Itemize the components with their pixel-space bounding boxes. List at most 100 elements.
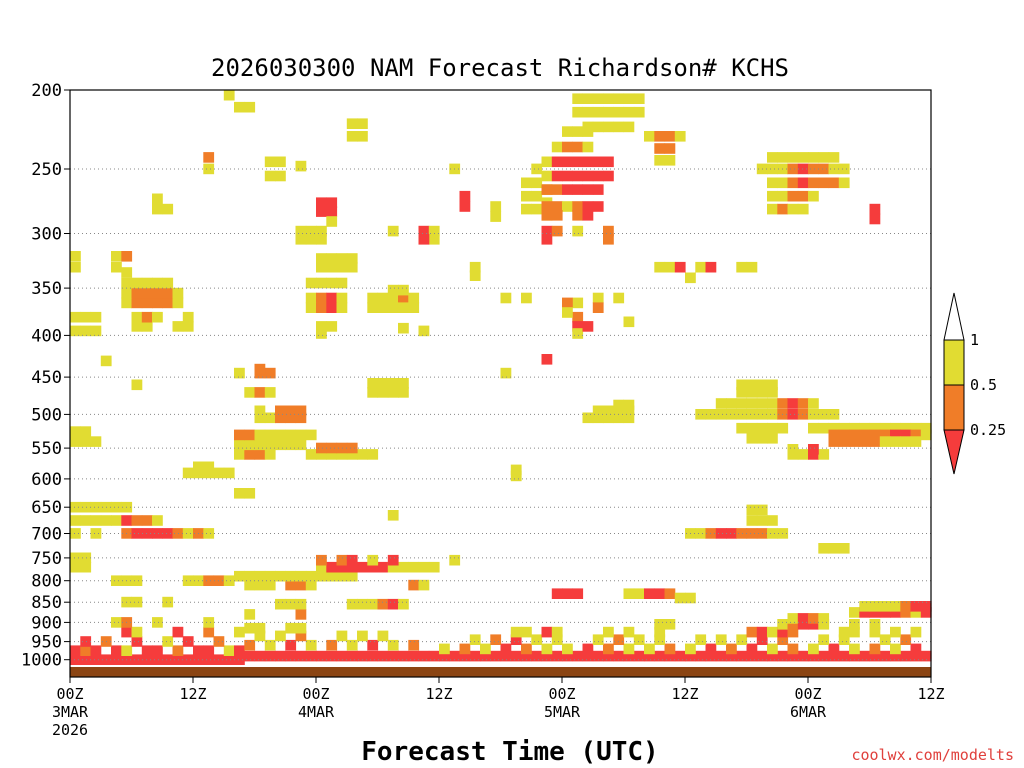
ri-cell <box>275 156 286 168</box>
ri-cell <box>141 277 153 289</box>
ri-cell <box>336 570 348 582</box>
ri-cell <box>408 302 420 313</box>
ri-cell <box>613 405 625 417</box>
ri-cell <box>541 650 553 662</box>
ri-cell <box>213 467 225 479</box>
ri-cell <box>387 554 399 566</box>
ri-cell <box>818 152 830 163</box>
ri-cell <box>70 436 81 447</box>
ri-cell <box>152 311 163 323</box>
ri-cell <box>459 643 471 655</box>
ri-cell <box>398 322 409 334</box>
ri-cell <box>592 201 604 212</box>
ri-cell <box>521 203 532 215</box>
ri-cell <box>121 267 133 278</box>
ri-cell <box>182 467 194 479</box>
ri-cell <box>80 654 92 665</box>
ri-cell <box>654 261 666 273</box>
ri-cell <box>131 528 143 539</box>
ri-cell <box>469 261 481 273</box>
ri-cell <box>70 654 81 665</box>
ri-cell <box>387 302 399 313</box>
ri-cell <box>428 234 440 245</box>
ri-cell <box>787 444 799 455</box>
ri-cell <box>695 528 707 539</box>
ri-cell <box>592 634 604 645</box>
legend-label-0.5: 0.5 <box>970 376 997 394</box>
ri-cell <box>582 650 594 662</box>
ri-cell <box>418 325 430 337</box>
ri-cell <box>890 601 901 612</box>
ri-cell <box>920 650 932 662</box>
ri-cell <box>295 225 307 237</box>
ri-cell <box>326 650 338 662</box>
ri-cell <box>316 225 327 237</box>
ri-cell <box>316 234 327 245</box>
ri-cell <box>387 510 399 521</box>
ri-cell <box>808 177 819 189</box>
ri-cell <box>767 379 778 391</box>
ri-cell <box>664 131 676 142</box>
ri-cell <box>121 277 133 289</box>
x-tick-label: 2026 <box>52 721 88 739</box>
ri-cell <box>80 561 92 573</box>
ri-cell <box>562 643 573 655</box>
ri-cell <box>357 131 368 142</box>
ri-cell <box>90 515 102 526</box>
ri-cell <box>275 598 286 610</box>
x-tick-label: 12Z <box>671 685 698 703</box>
ri-cell <box>500 367 512 379</box>
ri-cell <box>767 515 778 526</box>
ri-cell <box>838 429 850 441</box>
ri-cell <box>910 607 922 618</box>
ri-cell <box>777 626 789 638</box>
ri-cell <box>541 201 553 212</box>
ri-cell <box>613 93 625 104</box>
ri-cell <box>777 203 789 215</box>
ri-cell <box>357 449 368 460</box>
ri-cell <box>244 429 256 441</box>
ri-cell <box>818 634 830 645</box>
ri-cell <box>285 439 297 451</box>
credit-link[interactable]: coolwx.com/modelts <box>851 746 1014 764</box>
ri-cell <box>510 470 522 482</box>
ri-cell <box>900 429 912 441</box>
ri-cell <box>603 234 614 245</box>
ri-cell <box>613 634 625 645</box>
ri-cell <box>818 163 830 175</box>
ri-cell <box>838 626 850 638</box>
ri-cell <box>275 170 286 182</box>
ri-cell <box>193 461 204 473</box>
ri-cell <box>879 634 891 645</box>
ri-cell <box>582 321 594 332</box>
ri-cell <box>152 645 163 656</box>
ri-cell <box>582 156 594 168</box>
ri-cell <box>623 399 635 411</box>
ri-cell <box>572 93 584 104</box>
ri-cell <box>469 270 481 281</box>
ri-cell <box>838 177 850 189</box>
ri-cell <box>367 378 379 389</box>
ri-cell <box>121 515 133 526</box>
ri-cell <box>797 190 809 202</box>
ri-cell <box>264 170 276 182</box>
ri-cell <box>920 601 932 612</box>
ri-cell <box>603 643 614 655</box>
x-tick-label: 00Z <box>548 685 575 703</box>
ri-cell <box>70 325 81 337</box>
ri-cell <box>244 579 256 591</box>
ri-cell <box>111 251 122 262</box>
ri-cell <box>398 598 409 610</box>
ri-cell <box>305 579 317 591</box>
ri-cell <box>572 126 584 137</box>
ri-cell <box>521 643 532 655</box>
ri-cell <box>244 650 256 662</box>
ri-cell <box>203 645 215 656</box>
ri-cell <box>562 650 573 662</box>
ri-cell <box>162 528 174 539</box>
ri-cell <box>531 203 543 215</box>
ri-cell <box>623 588 635 599</box>
ri-cell <box>879 607 891 618</box>
ri-cell <box>777 177 789 189</box>
